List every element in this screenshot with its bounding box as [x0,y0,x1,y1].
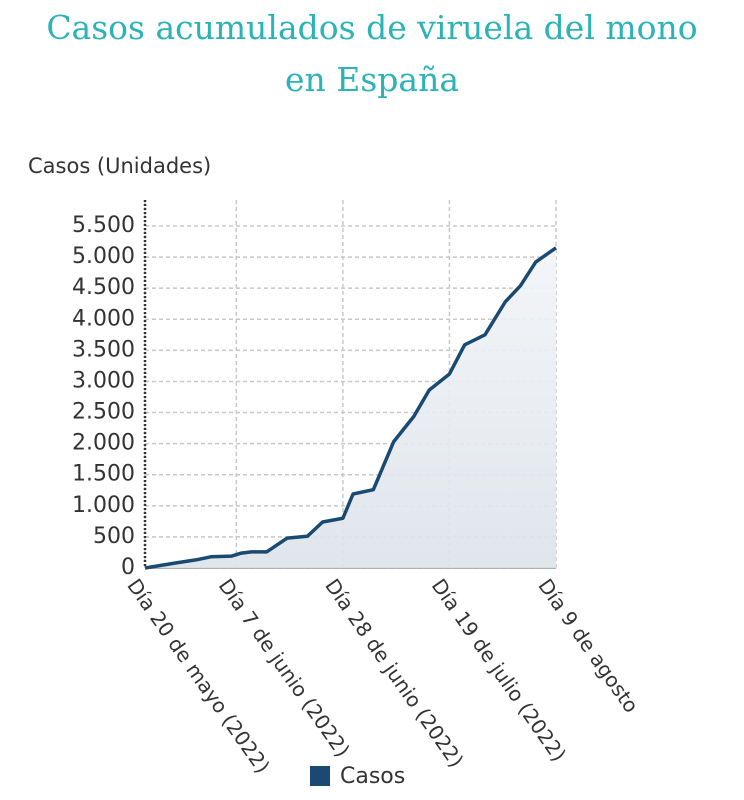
line [144,246,558,570]
legend-swatch [310,766,330,786]
y-axis-title: Casos (Unidades) [28,154,211,178]
area [145,247,556,568]
y-tick-label: 2.000 [72,431,135,456]
y-tick-label: 0 [121,555,135,580]
y-tick-label: 1.000 [72,493,135,518]
y-tick-label: 1.500 [72,462,135,487]
y-tick-label: 2.500 [72,400,135,425]
y-tick-label: 4.000 [72,306,135,331]
y-tick-label: 5.000 [72,244,135,269]
chart-title: Casos acumulados de viruela del mono en … [46,8,698,99]
y-tick-label: 3.500 [72,337,135,362]
x-tick-label: Día 9 de agosto [533,574,643,717]
y-tick-label: 4.500 [72,275,135,300]
legend-label: Casos [340,764,405,789]
y-tick-label: 5.500 [72,213,135,238]
y-tick-label: 3.000 [72,368,135,393]
y-tick-label: 500 [93,524,135,549]
